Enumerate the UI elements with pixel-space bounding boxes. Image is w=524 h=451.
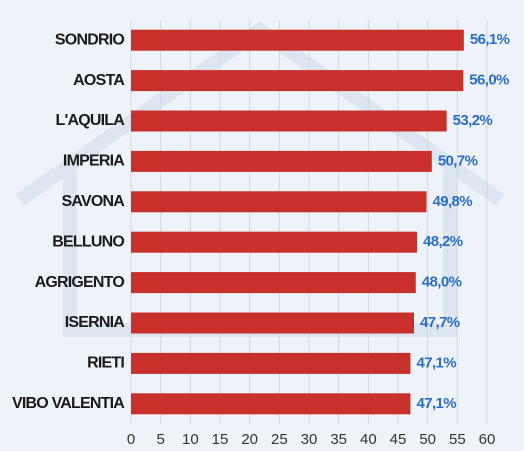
- x-tick-label: 25: [271, 431, 288, 448]
- bar: [131, 231, 417, 253]
- value-label: 53,2%: [453, 112, 493, 129]
- category-label: RIETI: [87, 355, 124, 372]
- bar: [131, 272, 416, 294]
- bar: [131, 352, 411, 374]
- value-label: 50,7%: [438, 152, 478, 169]
- category-label: AGRIGENTO: [35, 274, 125, 291]
- bar: [131, 191, 427, 213]
- x-tick-label: 60: [479, 431, 496, 448]
- value-label: 48,2%: [423, 233, 463, 250]
- category-label: SONDRIO: [55, 31, 124, 48]
- x-tick-label: 55: [449, 431, 466, 448]
- category-label: VIBO VALENTIA: [12, 395, 125, 412]
- x-tick-label: 10: [182, 431, 199, 448]
- bar: [131, 150, 432, 172]
- value-label: 48,0%: [422, 274, 462, 291]
- category-label: IMPERIA: [63, 153, 125, 170]
- x-tick-label: 30: [301, 431, 318, 448]
- category-label: SAVONA: [62, 193, 126, 210]
- x-tick-label: 0: [127, 431, 135, 448]
- x-tick-label: 20: [241, 431, 258, 448]
- category-label: BELLUNO: [52, 233, 124, 250]
- x-tick-label: 45: [390, 431, 407, 448]
- value-label: 47,1%: [416, 395, 456, 412]
- bar: [131, 393, 411, 415]
- value-label: 49,8%: [432, 193, 472, 210]
- category-label: ISERNIA: [65, 314, 126, 331]
- bar: [131, 312, 415, 334]
- x-tick-label: 40: [360, 431, 377, 448]
- value-label: 47,1%: [416, 354, 456, 371]
- value-label: 47,7%: [420, 314, 460, 331]
- x-tick-label: 5: [156, 431, 164, 448]
- x-tick-label: 35: [330, 431, 347, 448]
- bar: [131, 70, 464, 92]
- value-label: 56,1%: [470, 31, 510, 48]
- x-tick-label: 15: [212, 431, 229, 448]
- category-label: L'AQUILA: [55, 112, 125, 129]
- value-label: 56,0%: [469, 72, 509, 89]
- category-label: AOSTA: [73, 72, 125, 89]
- bar: [131, 110, 447, 132]
- bar: [131, 29, 464, 51]
- x-tick-label: 50: [419, 431, 436, 448]
